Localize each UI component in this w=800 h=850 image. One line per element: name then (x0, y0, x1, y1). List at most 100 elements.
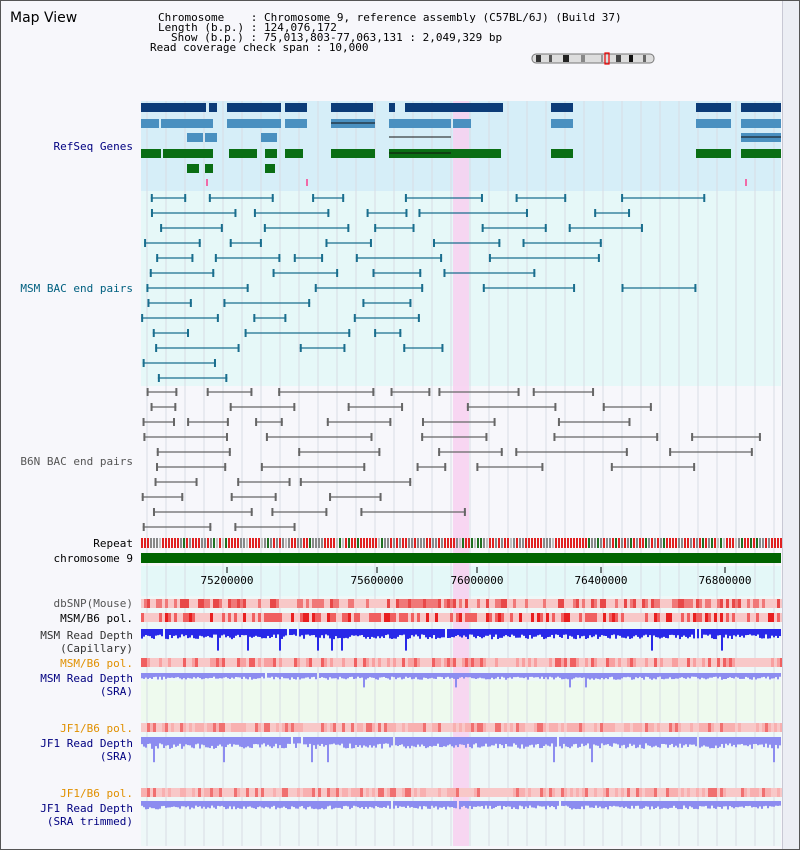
msm-cap-depth (369, 629, 371, 639)
jf1-sra-depth (731, 737, 733, 747)
msm-pol2-cell (702, 658, 705, 667)
jf1-sra-depth (261, 737, 263, 745)
jf1-pol2-cell (750, 788, 753, 797)
jf1-trim-depth (185, 801, 187, 808)
msm-pol2-cell (231, 658, 234, 667)
jf1-trim-depth (387, 801, 389, 806)
msm-cap-depth (639, 629, 641, 639)
msm-pol2-cell (270, 658, 273, 667)
jf1-trim-depth (295, 801, 297, 809)
gene-block (163, 149, 213, 158)
jf1-pol-cell (534, 723, 537, 732)
msm-cap-depth (675, 629, 677, 638)
repeat-element (723, 538, 725, 548)
msm-sra-depth (599, 673, 601, 680)
dbsnp-cell (729, 599, 732, 608)
jf1-trim-depth (229, 801, 231, 807)
jf1-pol2-cell (348, 788, 351, 797)
jf1-sra-depth (479, 737, 481, 748)
jf1-pol2-cell (510, 788, 513, 797)
msm-cap-depth (173, 629, 175, 636)
repeat-element (294, 538, 296, 548)
jf1-pol-cell (714, 723, 717, 732)
jf1-sra-depth (325, 737, 327, 746)
dbsnp-cell (234, 599, 237, 608)
msm-pol-cell (315, 613, 318, 622)
msm-sra-depth (307, 673, 309, 678)
dbsnp-cell (387, 599, 390, 608)
repeat-element (324, 538, 326, 548)
dbsnp-cell (678, 599, 681, 608)
msm-pol2-cell (318, 658, 321, 667)
jf1-pol-cell (780, 723, 783, 732)
msm-sra-depth (631, 673, 633, 680)
msm-cap-depth (349, 629, 351, 637)
msm-cap-depth (327, 629, 329, 636)
dbsnp-cell (411, 599, 414, 608)
msm-sra-depth (617, 673, 619, 680)
msm-cap-depth (199, 629, 201, 636)
jf1-sra-depth (563, 737, 565, 744)
jf1-trim-depth (421, 801, 423, 810)
dbsnp-cell (579, 599, 582, 608)
chromosome-bar (141, 553, 781, 563)
jf1-pol-cell (156, 723, 159, 732)
msm-pol-cell (636, 613, 639, 622)
jf1-sra-depth (729, 737, 731, 744)
dbsnp-cell (210, 599, 213, 608)
jf1-pol2-cell (375, 788, 378, 797)
jf1-pol2-cell (273, 788, 276, 797)
dbsnp-cell (771, 599, 774, 608)
msm-cap-depth (497, 629, 499, 639)
jf1-trim-depth (491, 801, 493, 809)
msm-pol-cell (729, 613, 732, 622)
jf1-pol-cell (621, 723, 624, 732)
msm-sra-depth (237, 673, 239, 678)
jf1-trim-depth (463, 801, 465, 806)
b6n-bac-end (554, 403, 557, 411)
repeat-element (318, 538, 320, 548)
msm-cap-depth (351, 629, 353, 636)
jf1-sra-depth (645, 737, 647, 744)
msm-sra-depth (175, 673, 177, 678)
msm-pol-cell (258, 613, 261, 622)
jf1-pol2-cell (486, 788, 489, 797)
msm-pol-cell (594, 613, 597, 622)
msm-sra-depth (553, 673, 555, 680)
jf1-sra-depth (777, 737, 779, 749)
jf1-trim-depth (749, 801, 751, 806)
b6n-bac-end (174, 403, 177, 411)
dbsnp-cell (150, 599, 153, 608)
msm-cap-depth (145, 629, 147, 635)
jf1-pol-cell (426, 723, 429, 732)
msm-pol-cell (600, 613, 603, 622)
jf1-trim-depth (505, 801, 507, 807)
jf1-pol-cell (759, 723, 762, 732)
dbsnp-cell (471, 599, 474, 608)
ideogram-band (601, 55, 603, 62)
jf1-sra-depth (483, 737, 485, 747)
repeat-element (141, 538, 143, 548)
jf1-pol2-cell (591, 788, 594, 797)
jf1-trim-depth (431, 801, 433, 806)
jf1-trim-depth (395, 801, 397, 806)
jf1-sra-depth (415, 737, 417, 748)
msm-pol2-cell (633, 658, 636, 667)
msm-sra-depth (711, 673, 713, 678)
jf1-trim-depth (275, 801, 277, 810)
jf1-sra-depth (279, 737, 281, 746)
vertical-scrollbar[interactable] (782, 1, 799, 849)
jf1-trim-depth (691, 801, 693, 808)
jf1-pol-cell (657, 723, 660, 732)
jf1-sra-depth (581, 737, 583, 744)
msm-pol-cell (330, 613, 333, 622)
b6n-bac-end (541, 463, 544, 471)
jf1-trim-depth (187, 801, 189, 807)
jf1-pol2-cell (357, 788, 360, 797)
msm-pol-cell (381, 613, 384, 622)
msm-pol2-cell (156, 658, 159, 667)
jf1-sra-depth (281, 737, 283, 749)
msm-cap-depth (189, 629, 191, 638)
jf1-sra-depth (567, 737, 569, 748)
